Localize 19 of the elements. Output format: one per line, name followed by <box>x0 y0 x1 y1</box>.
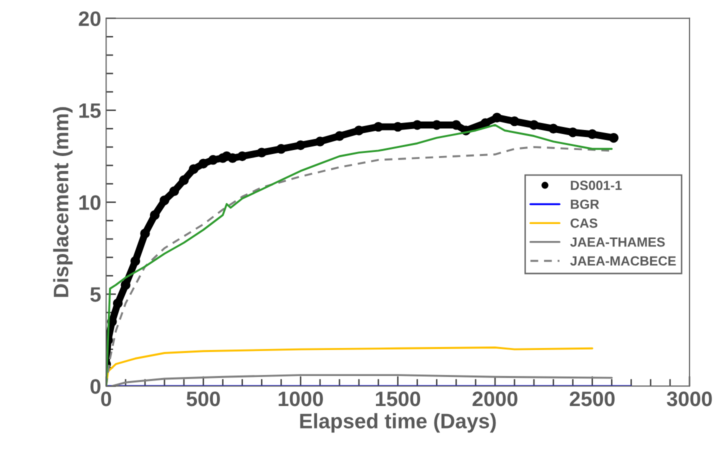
y-tick-label: 15 <box>79 103 101 118</box>
y-tick-label: 0 <box>90 379 100 394</box>
x-tick-label: 2000 <box>472 392 518 406</box>
x-tick-label: 500 <box>186 392 220 406</box>
x-tick-label: 3000 <box>666 392 712 406</box>
legend-label: JAEA-MACBECE <box>570 256 676 266</box>
y-axis-title: Displacement (mm) <box>53 107 73 297</box>
x-tick-label: 1000 <box>278 392 323 406</box>
y-tick-label: 10 <box>79 195 100 210</box>
legend-label: JAEA-THAMES <box>570 237 665 247</box>
y-tick-label: 20 <box>78 11 100 26</box>
legend-label: DS001-1 <box>570 180 622 190</box>
legend-label: BGR <box>570 200 600 209</box>
x-tick-label: 0 <box>101 392 112 406</box>
legend-label: CAS <box>570 218 598 228</box>
x-tick-label: 2500 <box>570 392 615 406</box>
y-tick-label: 5 <box>90 287 101 302</box>
x-axis-title: Elapsed time (Days) <box>300 413 496 433</box>
x-tick-label: 1500 <box>376 392 420 406</box>
